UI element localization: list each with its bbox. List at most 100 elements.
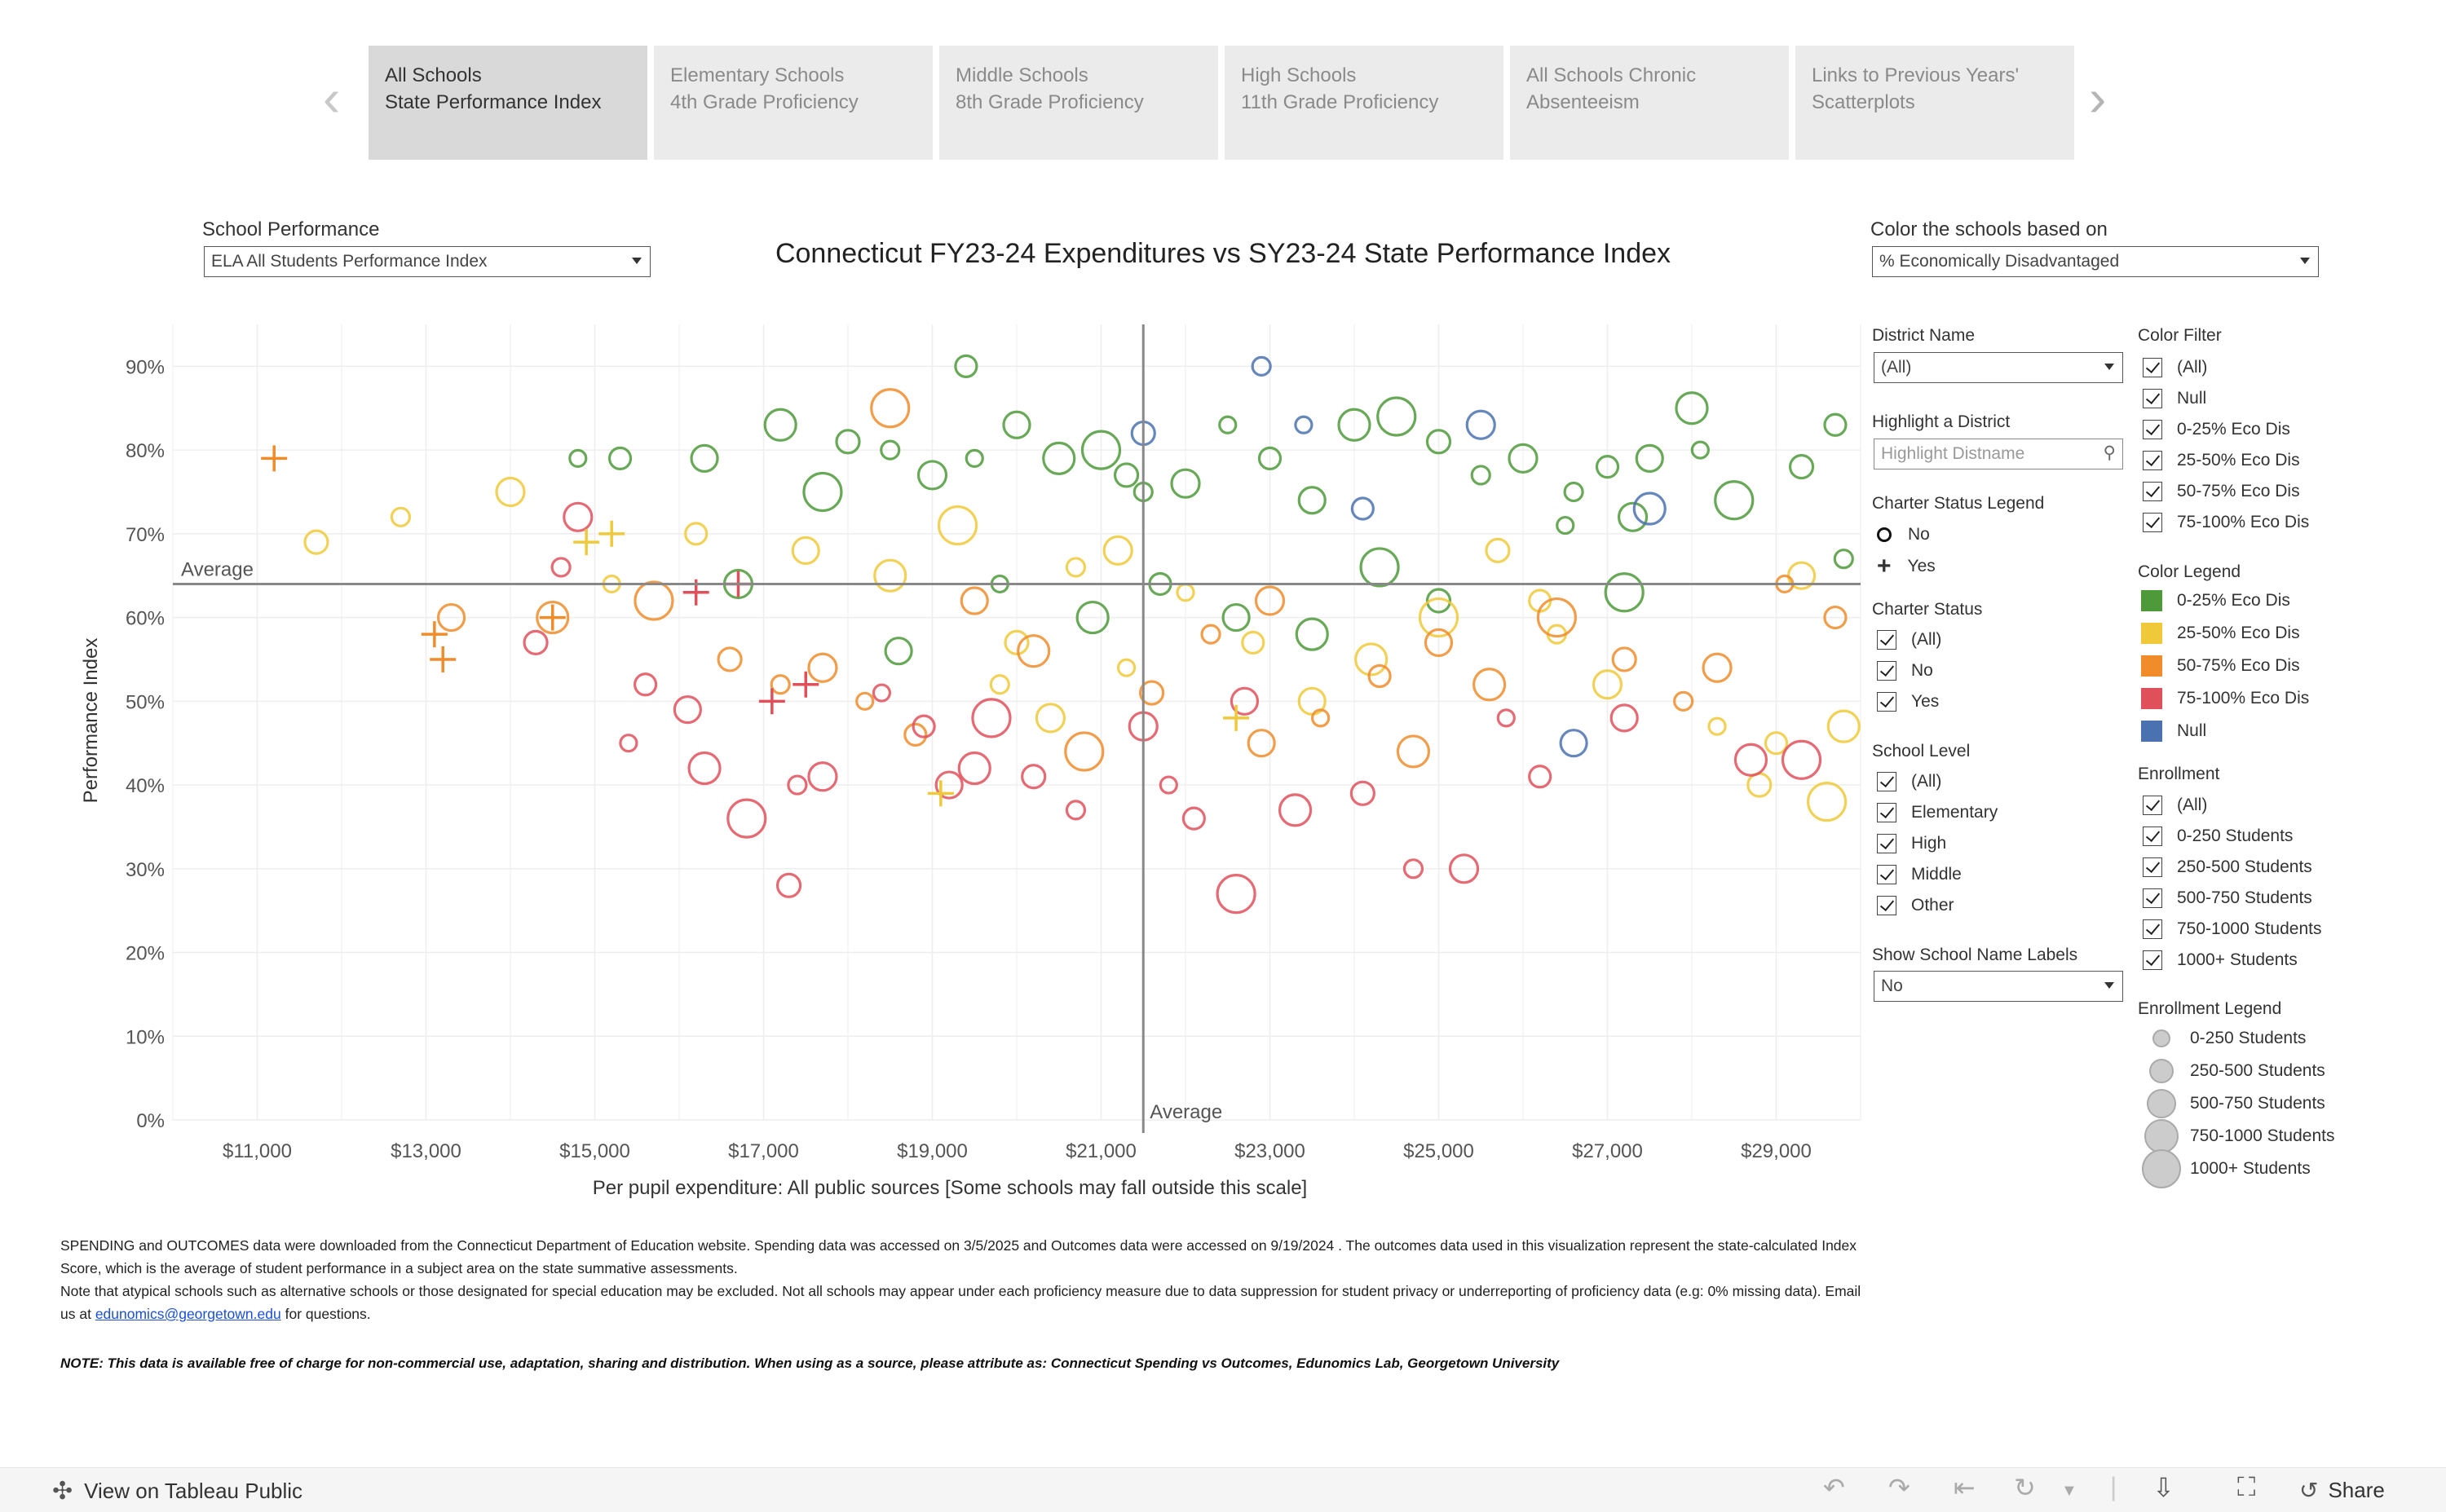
data-point: [1485, 537, 1511, 563]
x-tick-label: $11,000: [223, 1140, 292, 1162]
performance-select[interactable]: ELA All Students Performance Index: [204, 246, 651, 277]
checkbox-icon: [2143, 420, 2162, 439]
tabs-prev-arrow[interactable]: ‹: [323, 68, 341, 127]
chevron-down-icon: [2104, 982, 2114, 989]
data-point: [633, 672, 658, 697]
data-point: [870, 388, 911, 429]
data-point: [634, 580, 674, 621]
data-point: [802, 471, 843, 513]
revert-icon[interactable]: ⇤: [1954, 1473, 1976, 1502]
data-point: [1138, 680, 1165, 706]
enrollment-legend-item: 500-750 Students: [2141, 1089, 2325, 1118]
tab-absenteeism[interactable]: All Schools Chronic Absenteeism: [1510, 46, 1789, 160]
color-legend-item: Null: [2141, 719, 2206, 743]
chevron-down-icon: [2300, 258, 2310, 264]
enrollment-1000-plus[interactable]: 1000+ Students: [2143, 948, 2298, 972]
refresh-icon[interactable]: ↻: [2014, 1473, 2036, 1502]
color-by-select[interactable]: % Economically Disadvantaged: [1872, 246, 2319, 277]
tab-all-schools[interactable]: All Schools State Performance Index: [369, 46, 647, 160]
data-point: [965, 448, 984, 468]
email-link[interactable]: edunomics@georgetown.edu: [95, 1306, 281, 1322]
highlight-district-input[interactable]: Highlight Distname ⚲: [1874, 439, 2123, 469]
data-point: [1807, 781, 1848, 822]
enrollment-all[interactable]: (All): [2143, 793, 2207, 818]
tab-high[interactable]: High Schools 11th Grade Proficiency: [1225, 46, 1503, 160]
color-filter-25-50[interactable]: 25-50% Eco Dis: [2143, 448, 2300, 473]
tab-previous-years[interactable]: Links to Previous Years' Scatterplots: [1795, 46, 2074, 160]
data-point: [550, 557, 572, 578]
tab-middle[interactable]: Middle Schools 8th Grade Proficiency: [939, 46, 1218, 160]
data-point: [717, 646, 743, 672]
x-tick-label: $25,000: [1403, 1140, 1474, 1162]
data-point: [880, 439, 901, 461]
tab-elementary[interactable]: Elementary Schools 4th Grade Proficiency: [654, 46, 933, 160]
charter-status-yes[interactable]: Yes: [1877, 690, 1939, 714]
charter-status-all[interactable]: (All): [1877, 628, 1941, 652]
enrollment-legend-item: 1000+ Students: [2141, 1149, 2311, 1188]
search-icon: ⚲: [2103, 443, 2116, 462]
checkbox-label: 750-1000 Students: [2177, 919, 2322, 938]
enrollment-0-250[interactable]: 0-250 Students: [2143, 824, 2293, 849]
data-point: [903, 722, 928, 747]
data-point: [1595, 455, 1620, 479]
color-filter-all[interactable]: (All): [2143, 355, 2207, 380]
tabs-next-arrow[interactable]: ›: [2089, 68, 2107, 127]
tab-line2: 8th Grade Proficiency: [956, 91, 1144, 113]
fullscreen-icon[interactable]: ⛶: [2237, 1472, 2256, 1501]
school-level-all[interactable]: (All): [1877, 769, 1941, 794]
enrollment-500-750[interactable]: 500-750 Students: [2143, 886, 2312, 910]
enrollment-legend-label: Enrollment Legend: [2138, 999, 2282, 1018]
data-point: [619, 734, 638, 753]
color-filter-50-75[interactable]: 50-75% Eco Dis: [2143, 479, 2300, 504]
enrollment-750-1000[interactable]: 750-1000 Students: [2143, 917, 2321, 941]
data-point: [1159, 775, 1178, 795]
highlight-district-label: Highlight a District: [1872, 412, 2011, 431]
undo-icon[interactable]: ↶: [1823, 1473, 1845, 1502]
data-point: [1278, 793, 1313, 827]
district-name-select[interactable]: (All): [1874, 352, 2123, 383]
legend-label: Yes: [1907, 557, 1936, 575]
view-on-tableau-button[interactable]: ✣ View on Tableau Public: [52, 1477, 302, 1505]
data-point: [807, 761, 838, 792]
download-icon[interactable]: ⇩: [2152, 1473, 2174, 1502]
charter-status-no[interactable]: No: [1877, 659, 1933, 683]
pause-menu-icon[interactable]: ▼: [2061, 1482, 2077, 1500]
color-filter-null[interactable]: Null: [2143, 386, 2206, 411]
data-point: [1367, 663, 1392, 689]
tab-line2: Absenteeism: [1526, 91, 1640, 113]
checkbox-label: Elementary: [1911, 803, 1998, 822]
checkbox-icon: [1877, 692, 1896, 712]
data-point: [1508, 443, 1539, 474]
checkbox-icon: [1877, 896, 1896, 915]
data-point: [1690, 440, 1710, 460]
color-filter-0-25[interactable]: 0-25% Eco Dis: [2143, 417, 2290, 442]
data-point: [1425, 588, 1452, 614]
legend-label: 250-500 Students: [2190, 1061, 2325, 1080]
data-point: [1424, 628, 1454, 657]
legend-label: Null: [2177, 721, 2207, 740]
data-point: [872, 683, 892, 703]
redo-icon[interactable]: ↷: [1888, 1473, 1910, 1502]
data-point: [1496, 708, 1516, 728]
labels-value: No: [1881, 976, 1903, 995]
data-point: [1254, 585, 1286, 616]
data-point: [1425, 429, 1452, 455]
data-point: [1714, 480, 1755, 521]
labels-select[interactable]: No: [1874, 971, 2123, 1002]
enrollment-250-500[interactable]: 250-500 Students: [2143, 855, 2312, 879]
scatter-chart[interactable]: $11,000 $13,000 $15,000 $17,000 $19,000 $21,0…: [0, 318, 1867, 1214]
school-level-middle[interactable]: Middle: [1877, 862, 1962, 887]
share-button[interactable]: ↺ Share: [2299, 1477, 2385, 1504]
data-point: [1635, 443, 1664, 473]
enrollment-label: Enrollment: [2138, 765, 2220, 783]
checkbox-icon: [1877, 772, 1896, 791]
school-level-high[interactable]: High: [1877, 831, 1946, 856]
color-filter-75-100[interactable]: 75-100% Eco Dis: [2143, 510, 2309, 535]
tab-line1: All Schools Chronic: [1526, 64, 1697, 86]
checkbox-icon: [1877, 803, 1896, 822]
data-point: [1617, 501, 1649, 532]
school-level-elementary[interactable]: Elementary: [1877, 800, 1998, 825]
school-level-other[interactable]: Other: [1877, 893, 1954, 918]
checkbox-label: 25-50% Eco Dis: [2177, 451, 2300, 469]
data-point: [1200, 624, 1221, 645]
